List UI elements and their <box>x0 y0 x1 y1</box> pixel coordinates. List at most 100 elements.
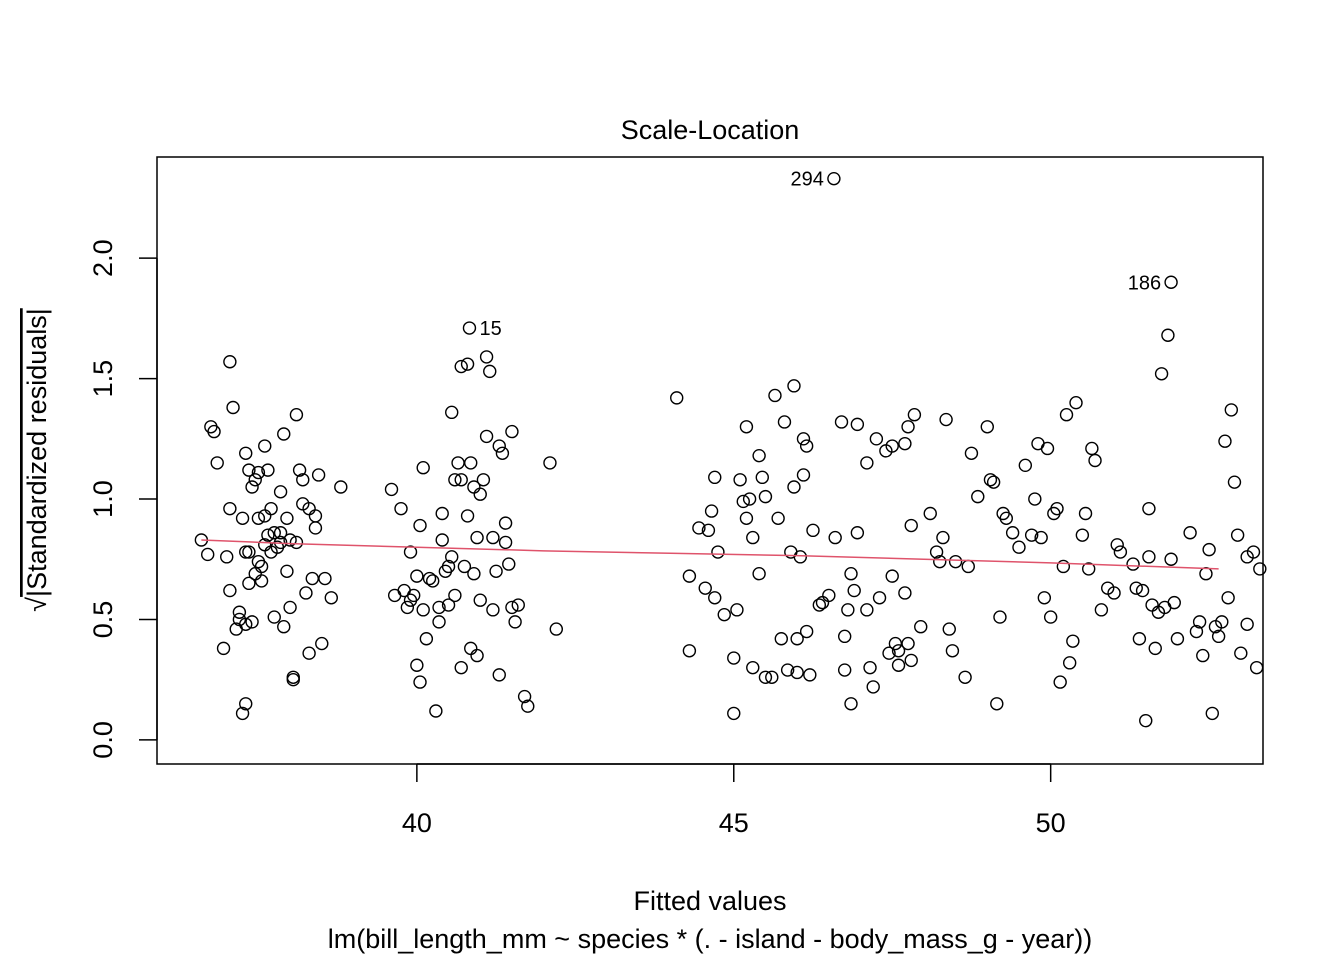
data-point <box>752 448 766 463</box>
data-point <box>746 660 760 675</box>
data-point <box>258 439 272 453</box>
data-point <box>508 615 522 629</box>
data-point <box>670 391 684 405</box>
data-point <box>964 446 979 460</box>
data-point <box>261 463 275 477</box>
data-point <box>277 427 291 441</box>
data-point <box>261 528 275 542</box>
data-point <box>292 463 307 477</box>
data-point <box>207 424 221 439</box>
data-point <box>1110 538 1124 552</box>
data-point <box>498 535 513 550</box>
data-point <box>1053 675 1067 689</box>
data-point <box>888 636 903 651</box>
data-point <box>790 665 804 680</box>
data-point <box>739 420 754 434</box>
data-point <box>1094 603 1109 617</box>
data-point <box>479 429 494 444</box>
data-point <box>945 644 960 658</box>
data-point <box>1164 552 1178 566</box>
data-point <box>1012 540 1026 554</box>
data-point <box>742 492 757 506</box>
data-point <box>1037 591 1052 605</box>
data-point <box>727 706 741 721</box>
data-point <box>406 588 421 603</box>
data-point <box>701 523 716 538</box>
data-point <box>796 432 811 446</box>
data-point <box>486 530 500 545</box>
data-point <box>492 668 506 682</box>
point-label-15: 15 <box>479 318 501 340</box>
data-point <box>495 446 510 460</box>
data-point <box>999 511 1014 526</box>
data-point <box>483 364 497 379</box>
data-point <box>923 506 937 521</box>
data-point <box>239 545 253 559</box>
data-point <box>898 436 912 451</box>
data-point <box>1240 617 1254 631</box>
data-point <box>698 581 712 595</box>
data-point <box>758 489 773 504</box>
data-point <box>1018 458 1033 473</box>
data-point <box>948 554 963 569</box>
data-point <box>799 624 814 639</box>
data-point <box>1164 275 1178 289</box>
data-point <box>473 593 487 607</box>
data-point <box>1167 595 1181 610</box>
data-point <box>768 388 782 403</box>
data-point <box>834 415 849 429</box>
data-point <box>799 439 814 453</box>
data-point <box>258 509 272 523</box>
data-point <box>245 480 259 494</box>
data-point <box>942 622 956 636</box>
data-point <box>828 530 842 545</box>
data-point <box>457 559 472 574</box>
data-point <box>422 571 437 586</box>
data-point <box>1230 528 1245 542</box>
data-point <box>296 473 310 487</box>
data-point <box>410 658 424 672</box>
data-point <box>806 523 820 538</box>
data-point <box>787 480 801 494</box>
data-point <box>1005 526 1020 540</box>
data-point <box>432 600 446 615</box>
data-point <box>882 646 896 660</box>
data-point <box>850 417 865 432</box>
data-point <box>990 697 1004 711</box>
data-point <box>470 530 484 545</box>
y-axis-label: √|Standardized residuals| <box>22 308 52 612</box>
data-point <box>1142 550 1156 564</box>
data-point <box>907 408 922 422</box>
data-point <box>235 706 250 721</box>
chart-title: Scale-Location <box>621 115 800 145</box>
x-tick-label: 45 <box>719 808 749 838</box>
data-point <box>891 658 906 672</box>
data-point <box>793 550 808 564</box>
data-point <box>815 595 830 610</box>
data-point <box>400 600 415 615</box>
x-tick-label: 50 <box>1036 808 1066 838</box>
data-point <box>971 489 985 504</box>
data-point <box>242 545 256 559</box>
data-point <box>216 641 231 656</box>
data-point <box>220 550 234 564</box>
data-point <box>318 571 332 586</box>
data-point <box>384 482 399 497</box>
smooth-line <box>201 539 1219 570</box>
data-point <box>1113 545 1128 559</box>
data-point <box>489 564 503 579</box>
data-point <box>1183 526 1197 540</box>
data-point <box>280 564 294 579</box>
model-formula-subtitle: lm(bill_length_mm ~ species * (. - islan… <box>328 924 1093 954</box>
data-point <box>502 557 516 571</box>
data-point <box>239 446 253 460</box>
data-point <box>467 567 481 581</box>
data-point <box>739 511 754 526</box>
data-point <box>416 461 430 475</box>
data-point <box>521 699 535 713</box>
data-point <box>771 511 785 526</box>
data-point <box>1205 706 1219 721</box>
data-point <box>1253 562 1267 576</box>
data-point <box>885 439 899 453</box>
